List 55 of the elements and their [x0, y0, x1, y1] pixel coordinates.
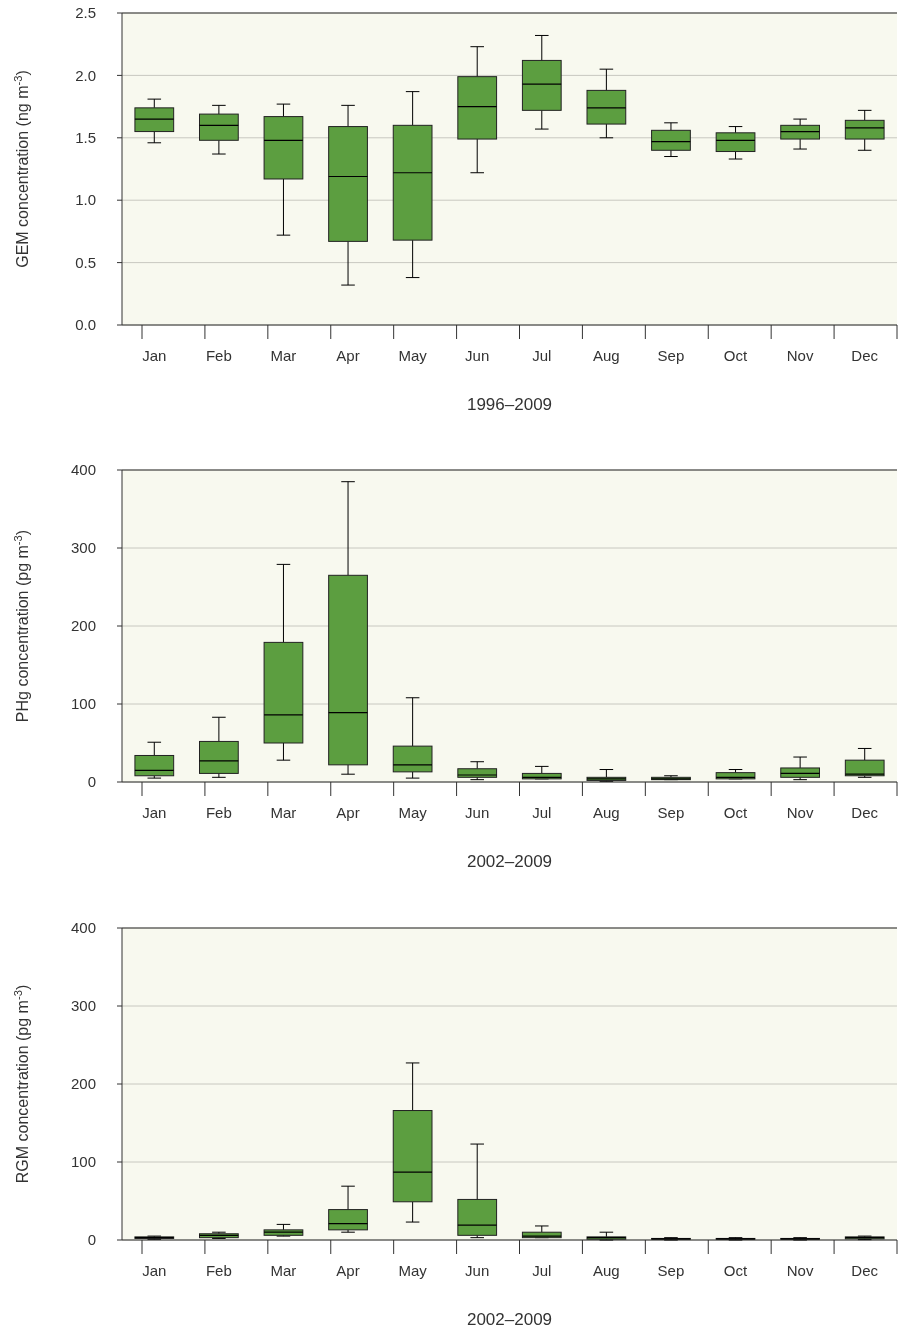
x-tick-label: Jul — [532, 1262, 552, 1279]
x-tick-label: Jan — [142, 347, 167, 364]
y-tick-label: 100 — [70, 1153, 96, 1171]
x-tick-label: Sep — [657, 804, 685, 821]
x-tick-label: Feb — [205, 1262, 232, 1279]
x-axis-title: 2002–2009 — [466, 852, 553, 871]
y-tick-label: 0 — [87, 1231, 96, 1249]
x-tick-label: Jun — [465, 1262, 490, 1279]
x-tick-label: Mar — [270, 1262, 297, 1279]
x-tick-label: Sep — [657, 1262, 685, 1279]
x-tick-label: Dec — [851, 347, 879, 364]
x-tick-label: Jun — [465, 347, 490, 364]
x-tick-label: Dec — [851, 804, 879, 821]
x-tick-label: Mar — [270, 347, 297, 364]
y-tick-label: 2.5 — [75, 4, 96, 22]
x-tick-label: Sep — [657, 347, 685, 364]
x-tick-label: Feb — [205, 804, 232, 821]
x-tick-label: May — [398, 804, 428, 821]
y-tick-label: 0.0 — [75, 316, 96, 334]
x-tick-label: Oct — [723, 347, 749, 364]
y-tick-label: 0 — [87, 773, 96, 791]
x-tick-label: Jul — [532, 804, 552, 821]
x-axis-title: 1996–2009 — [466, 395, 553, 414]
x-tick-label: Mar — [270, 804, 297, 821]
y-tick-label: 2.0 — [75, 66, 96, 84]
x-tick-label: Jun — [465, 804, 490, 821]
x-tick-label: Apr — [336, 804, 360, 821]
x-tick-label: May — [398, 347, 428, 364]
y-tick-label: 300 — [70, 539, 96, 557]
y-tick-label: 400 — [70, 919, 96, 937]
x-tick-label: Jul — [532, 347, 552, 364]
x-tick-label: Nov — [786, 804, 814, 821]
x-tick-label: Jan — [142, 804, 167, 821]
y-tick-label: 0.5 — [75, 253, 96, 271]
x-tick-label: Nov — [786, 347, 814, 364]
x-tick-label: Aug — [593, 804, 620, 821]
x-tick-label: Dec — [851, 1262, 879, 1279]
x-tick-label: Nov — [786, 1262, 814, 1279]
x-tick-label: Apr — [336, 1262, 360, 1279]
x-tick-label: May — [398, 1262, 428, 1279]
y-tick-label: 200 — [70, 1075, 96, 1093]
x-tick-label: Oct — [723, 1262, 749, 1279]
y-tick-label: 300 — [70, 997, 96, 1015]
x-tick-label: Oct — [723, 804, 749, 821]
y-tick-label: 1.0 — [75, 191, 96, 209]
y-tick-label: 400 — [70, 461, 96, 479]
x-tick-label: Apr — [336, 347, 360, 364]
x-tick-label: Jan — [142, 1262, 167, 1279]
x-tick-label: Feb — [205, 347, 232, 364]
y-tick-label: 1.5 — [75, 129, 96, 147]
y-tick-label: 200 — [70, 617, 96, 635]
x-axis-title: 2002–2009 — [466, 1310, 553, 1329]
y-tick-label: 100 — [70, 695, 96, 713]
x-tick-label: Aug — [593, 347, 620, 364]
x-tick-label: Aug — [593, 1262, 620, 1279]
